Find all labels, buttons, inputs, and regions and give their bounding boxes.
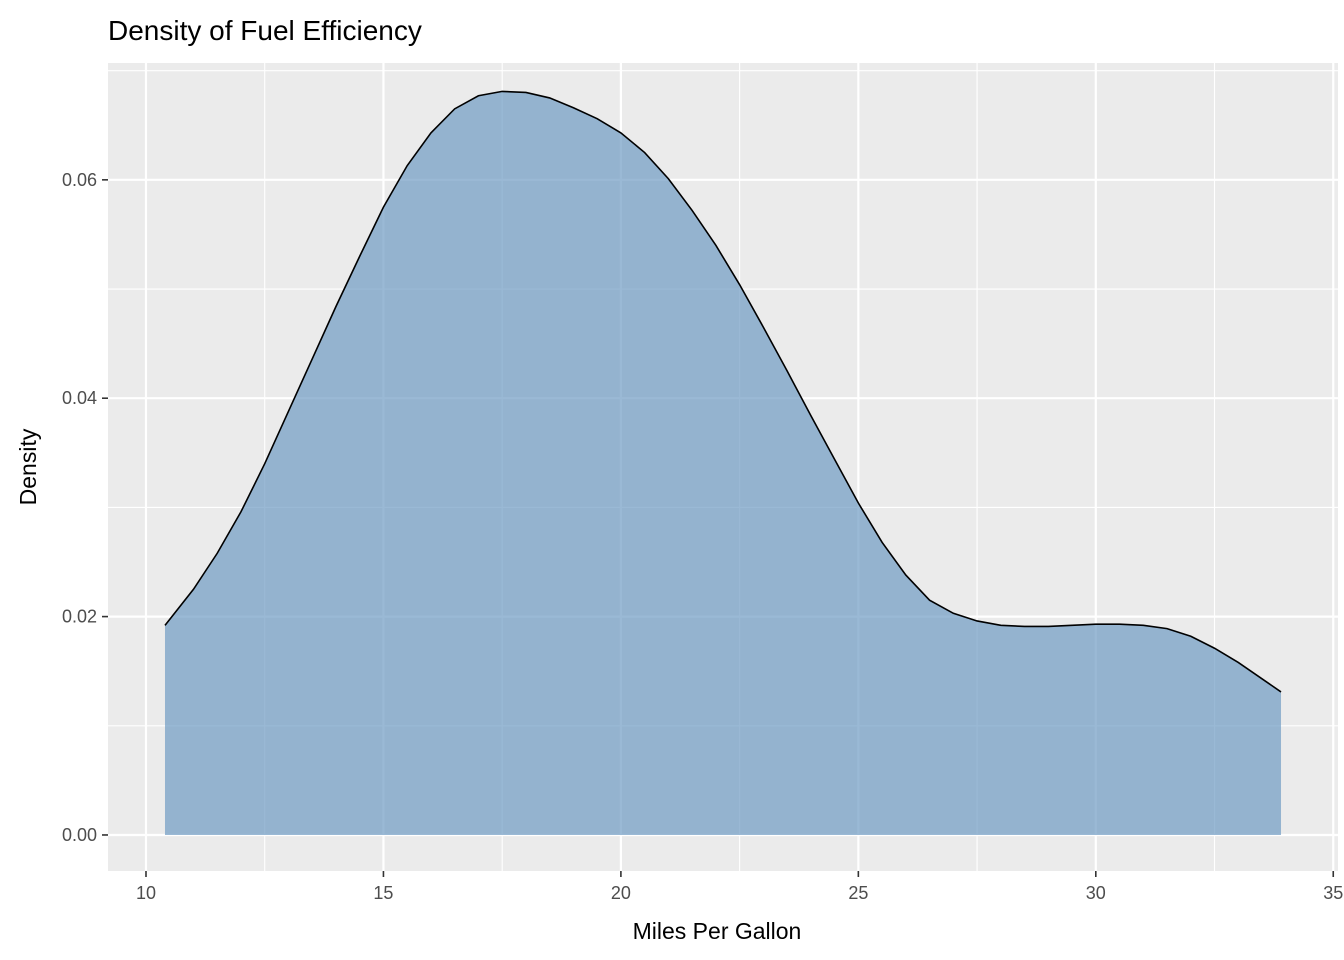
y-tick-label: 0.00 xyxy=(62,825,97,845)
y-tick-label: 0.04 xyxy=(62,388,97,408)
density-area xyxy=(164,91,1282,835)
density-layer xyxy=(164,90,1282,835)
y-tick-label: 0.06 xyxy=(62,170,97,190)
y-tick-label: 0.02 xyxy=(62,607,97,627)
chart-title: Density of Fuel Efficiency xyxy=(108,15,422,46)
x-tick-label: 15 xyxy=(373,883,393,903)
x-tick-label: 10 xyxy=(136,883,156,903)
x-axis: 10 15 20 25 30 35 xyxy=(136,871,1343,903)
x-axis-title: Miles Per Gallon xyxy=(633,918,802,944)
x-tick-label: 35 xyxy=(1323,883,1343,903)
y-axis-title: Density xyxy=(15,428,41,505)
x-tick-label: 20 xyxy=(611,883,631,903)
y-axis: 0.00 0.02 0.04 0.06 xyxy=(62,170,108,845)
density-curve xyxy=(164,90,1282,693)
x-tick-label: 25 xyxy=(848,883,868,903)
x-tick-label: 30 xyxy=(1086,883,1106,903)
